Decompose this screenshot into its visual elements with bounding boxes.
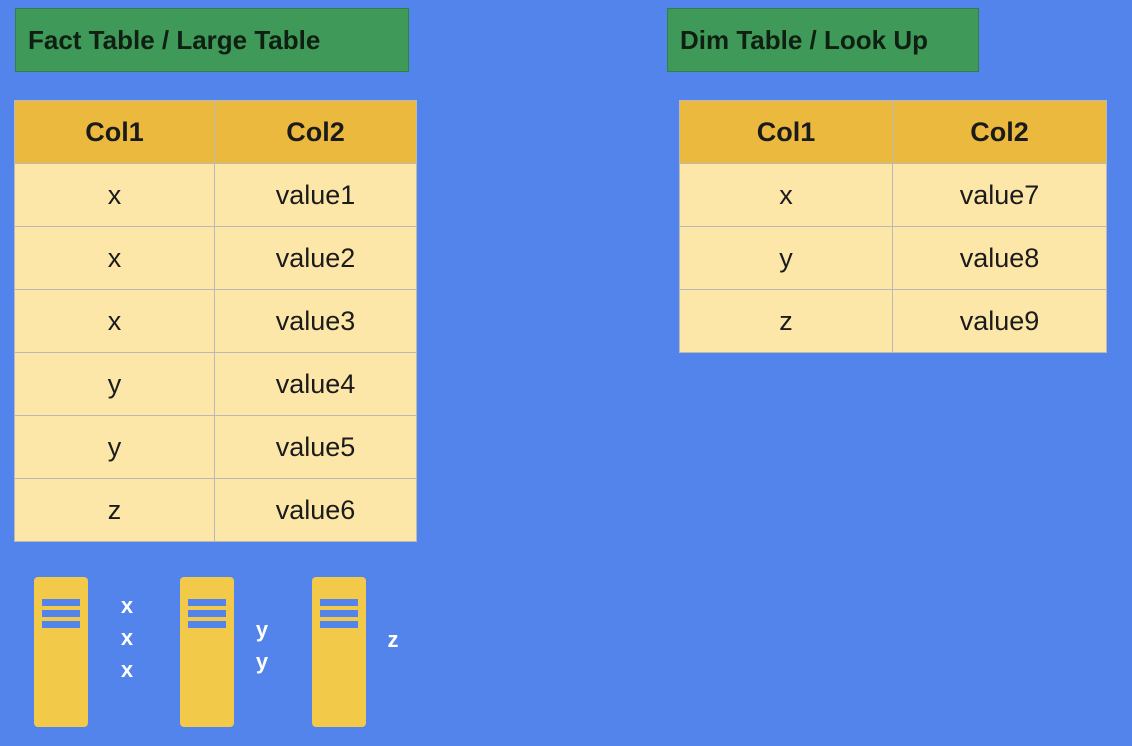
table-cell: value5 bbox=[214, 415, 417, 479]
column-header-col2: Col2 bbox=[892, 100, 1107, 164]
table-cell: value4 bbox=[214, 352, 417, 416]
table-cell: value9 bbox=[892, 289, 1107, 353]
table-row: x value1 bbox=[14, 163, 417, 227]
table-cell: x bbox=[14, 226, 215, 290]
table-row: z value9 bbox=[679, 289, 1107, 353]
table-row: x value2 bbox=[14, 226, 417, 290]
dim-table: Col1 Col2 x value7 y value8 z value9 bbox=[679, 100, 1107, 353]
server-icon bbox=[312, 577, 366, 727]
table-cell: x bbox=[14, 289, 215, 353]
table-row: x value7 bbox=[679, 163, 1107, 227]
partition-keys: x x x bbox=[118, 590, 136, 686]
column-header-col2: Col2 bbox=[214, 100, 417, 164]
table-header-row: Col1 Col2 bbox=[679, 100, 1107, 164]
column-header-col1: Col1 bbox=[14, 100, 215, 164]
table-cell: value8 bbox=[892, 226, 1107, 290]
partition-key: y bbox=[255, 617, 269, 642]
table-row: y value4 bbox=[14, 352, 417, 416]
table-cell: value2 bbox=[214, 226, 417, 290]
table-cell: value3 bbox=[214, 289, 417, 353]
partition-key: x bbox=[120, 657, 134, 682]
table-cell: z bbox=[14, 478, 215, 542]
table-row: y value8 bbox=[679, 226, 1107, 290]
fact-table: Col1 Col2 x value1 x value2 x value3 y v… bbox=[14, 100, 417, 542]
table-cell: y bbox=[679, 226, 893, 290]
table-header-row: Col1 Col2 bbox=[14, 100, 417, 164]
server-icon bbox=[180, 577, 234, 727]
column-header-col1: Col1 bbox=[679, 100, 893, 164]
table-cell: y bbox=[14, 352, 215, 416]
partition-key: x bbox=[120, 593, 134, 618]
dim-table-title: Dim Table / Look Up bbox=[667, 8, 979, 72]
partition-key: x bbox=[120, 625, 134, 650]
partition-key: z bbox=[387, 627, 399, 652]
fact-table-title: Fact Table / Large Table bbox=[15, 8, 409, 72]
table-cell: x bbox=[679, 163, 893, 227]
partition-key: y bbox=[255, 649, 269, 674]
table-cell: value7 bbox=[892, 163, 1107, 227]
table-cell: x bbox=[14, 163, 215, 227]
partition-keys: z bbox=[384, 624, 402, 656]
server-icon bbox=[34, 577, 88, 727]
table-row: x value3 bbox=[14, 289, 417, 353]
table-cell: value6 bbox=[214, 478, 417, 542]
table-cell: y bbox=[14, 415, 215, 479]
table-row: y value5 bbox=[14, 415, 417, 479]
table-cell: value1 bbox=[214, 163, 417, 227]
partition-keys: y y bbox=[253, 614, 271, 678]
table-row: z value6 bbox=[14, 478, 417, 542]
table-cell: z bbox=[679, 289, 893, 353]
